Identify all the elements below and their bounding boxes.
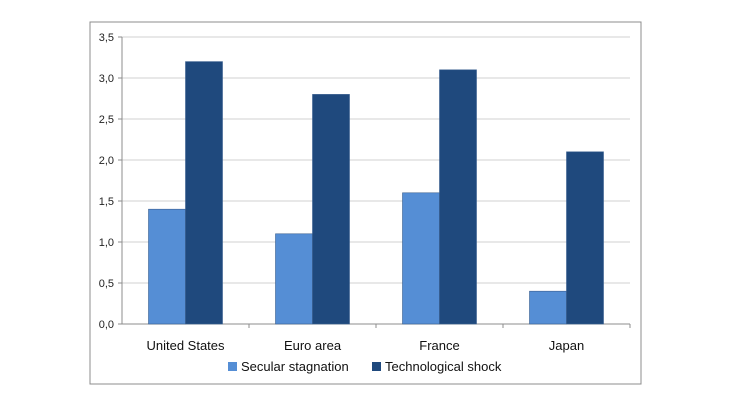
y-tick-label: 1,0: [99, 237, 114, 249]
chart-border: [89, 21, 642, 385]
bar-technological-shock: [185, 61, 223, 325]
y-tick-label: 0,5: [99, 278, 114, 290]
y-tick-label: 2,5: [99, 114, 114, 126]
legend-label: Secular stagnation: [241, 359, 349, 374]
bars: [148, 61, 604, 325]
x-category-label: Japan: [549, 338, 584, 353]
legend-swatch: [372, 362, 381, 371]
y-tick-labels: 0,0 0,5 1,0 1,5 2,0 2,5 3,0 3,5: [99, 32, 114, 331]
x-category-label: United States: [146, 338, 225, 353]
bar-technological-shock: [312, 94, 350, 325]
bar-technological-shock: [439, 69, 477, 325]
y-tick-label: 1,5: [99, 196, 114, 208]
bar-secular-stagnation: [148, 208, 186, 325]
x-category-label: Euro area: [284, 338, 342, 353]
legend-label: Technological shock: [385, 359, 502, 374]
y-tick-label: 3,5: [99, 32, 114, 44]
y-tick-label: 2,0: [99, 155, 114, 167]
legend: Secular stagnation Technological shock: [228, 359, 502, 374]
bar-technological-shock: [566, 151, 604, 325]
bar-secular-stagnation: [529, 290, 567, 325]
x-category-label: France: [419, 338, 459, 353]
legend-swatch: [228, 362, 237, 371]
y-tick-label: 3,0: [99, 73, 114, 85]
bar-secular-stagnation: [402, 192, 440, 325]
y-tick-label: 0,0: [99, 319, 114, 331]
bar-secular-stagnation: [275, 233, 313, 325]
x-category-labels: United States Euro area France Japan: [146, 338, 584, 353]
